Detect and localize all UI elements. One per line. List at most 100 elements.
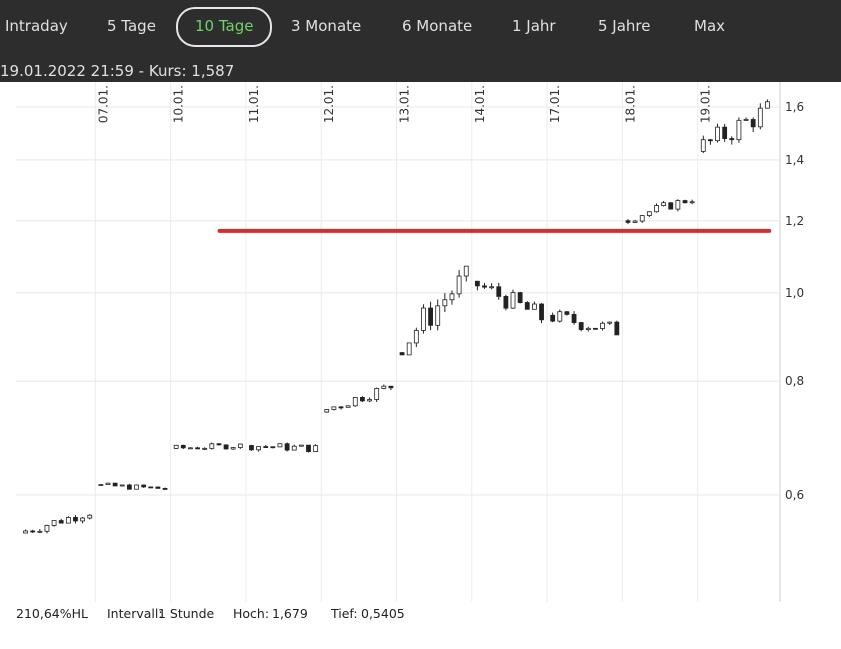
tab-intraday[interactable]: Intraday [5,17,68,35]
y-tick-label: 1,0 [785,286,804,300]
candle-body [44,525,50,532]
candle-body [435,305,441,326]
x-tick-label: 14.01. [473,85,487,123]
candle-body [600,322,605,329]
candle-body [30,530,36,533]
tab-3-monate[interactable]: 3 Monate [291,17,362,35]
candle-body [456,275,462,295]
tab-1-jahr[interactable]: 1 Jahr [512,17,556,35]
candle-body [682,200,688,204]
candle-body [180,444,186,449]
candle-body [421,307,426,331]
y-axis-labels: 0,6 0,8 1,0 1,2 1,4 1,6 [785,100,804,502]
candle-body [98,484,104,486]
candle-body [489,286,495,289]
candle-body [661,202,667,206]
candle-body [750,119,756,128]
candle-body [496,286,502,297]
price-chart: 07.01. 10.01. 11.01. 12.01. 13.01. 14.01. 17.0… [16,82,804,602]
candle-body [105,482,111,485]
candle-body [141,484,147,488]
interval-value: 1 Stunde [158,606,215,621]
candle-body [406,342,412,356]
candle-body [388,385,394,389]
tab-5-jahre[interactable]: 5 Jahre [598,17,651,35]
interval-label: Intervall: [107,606,163,621]
candle-body [654,205,659,213]
y-tick-label: 0,6 [785,488,804,502]
candle-body [119,484,125,487]
candle-body [352,397,358,407]
candle-body [223,444,229,450]
candle-body [449,293,455,301]
candle-body [360,397,365,402]
y-tick-label: 1,2 [785,214,804,228]
candle-body [503,296,509,309]
candle-body [463,265,469,277]
candle-body [482,285,487,288]
performance-value: 210,64%HL [16,606,88,621]
separator: - [138,62,145,80]
candle-body [639,215,645,222]
candle-body [646,211,652,216]
candle-body [578,322,584,330]
candle-body [585,327,591,330]
candle-body [524,302,530,310]
candle-body [765,101,770,109]
candle-body [593,327,598,330]
candle-body [571,313,577,323]
candle-body [58,520,64,524]
quote-datetime: 19.01.2022 21:59 [0,62,134,80]
candle-body [474,280,480,287]
x-tick-label: 19.01. [699,85,713,123]
candle-body [313,445,319,452]
candle-body [367,399,372,402]
tab-max[interactable]: Max [694,17,726,35]
candle-body [249,445,254,451]
tab-5-tage[interactable]: 5 Tage [107,17,156,35]
candle-body [707,139,713,142]
candle-body [668,202,674,210]
candle-body [381,385,387,389]
grid [16,82,781,602]
candle-body [757,107,763,128]
timeframe-bar: Intraday 5 Tage 10 Tage 3 Monate 6 Monat… [0,0,841,82]
tab-6-monate[interactable]: 6 Monate [402,17,473,35]
candle-body [722,126,728,139]
high-label: Hoch: [233,606,270,621]
x-tick-label: 13.01. [398,85,412,123]
x-tick-label: 07.01. [96,85,110,123]
candle-body [134,484,139,490]
candle-body [195,447,200,450]
candle-body [550,314,556,322]
candle-body [65,517,71,524]
candle-body [345,405,351,408]
candle-body [263,446,269,448]
candle-body [216,443,222,446]
candle-body [689,201,695,204]
price-label: Kurs: [148,62,187,80]
low-value: 0,5405 [361,606,405,621]
candle-body [284,443,290,451]
candle-body [73,517,78,522]
x-axis-labels: 07.01. 10.01. 11.01. 12.01. 13.01. 14.01. 17.0… [96,85,712,123]
candle-body [614,321,620,336]
candle-body [237,443,243,448]
candle-body [557,311,563,322]
candle-body [23,530,28,534]
candle-body [729,138,735,141]
x-tick-label: 17.01. [548,85,562,123]
candle-body [277,443,283,448]
candle-body [700,139,706,152]
candle-body [155,486,161,489]
candle-body [324,409,330,413]
y-tick-label: 0,8 [785,374,804,388]
candle-body [374,388,380,400]
candle-body [399,352,405,356]
candle-body [126,484,132,490]
candle-body [743,119,749,121]
tab-10-tage[interactable]: 10 Tage [176,7,273,47]
price-info: 19.01.2022 21:59 - Kurs: 1,587 [0,62,234,80]
candle-body [517,292,523,303]
candle-body [510,292,516,309]
